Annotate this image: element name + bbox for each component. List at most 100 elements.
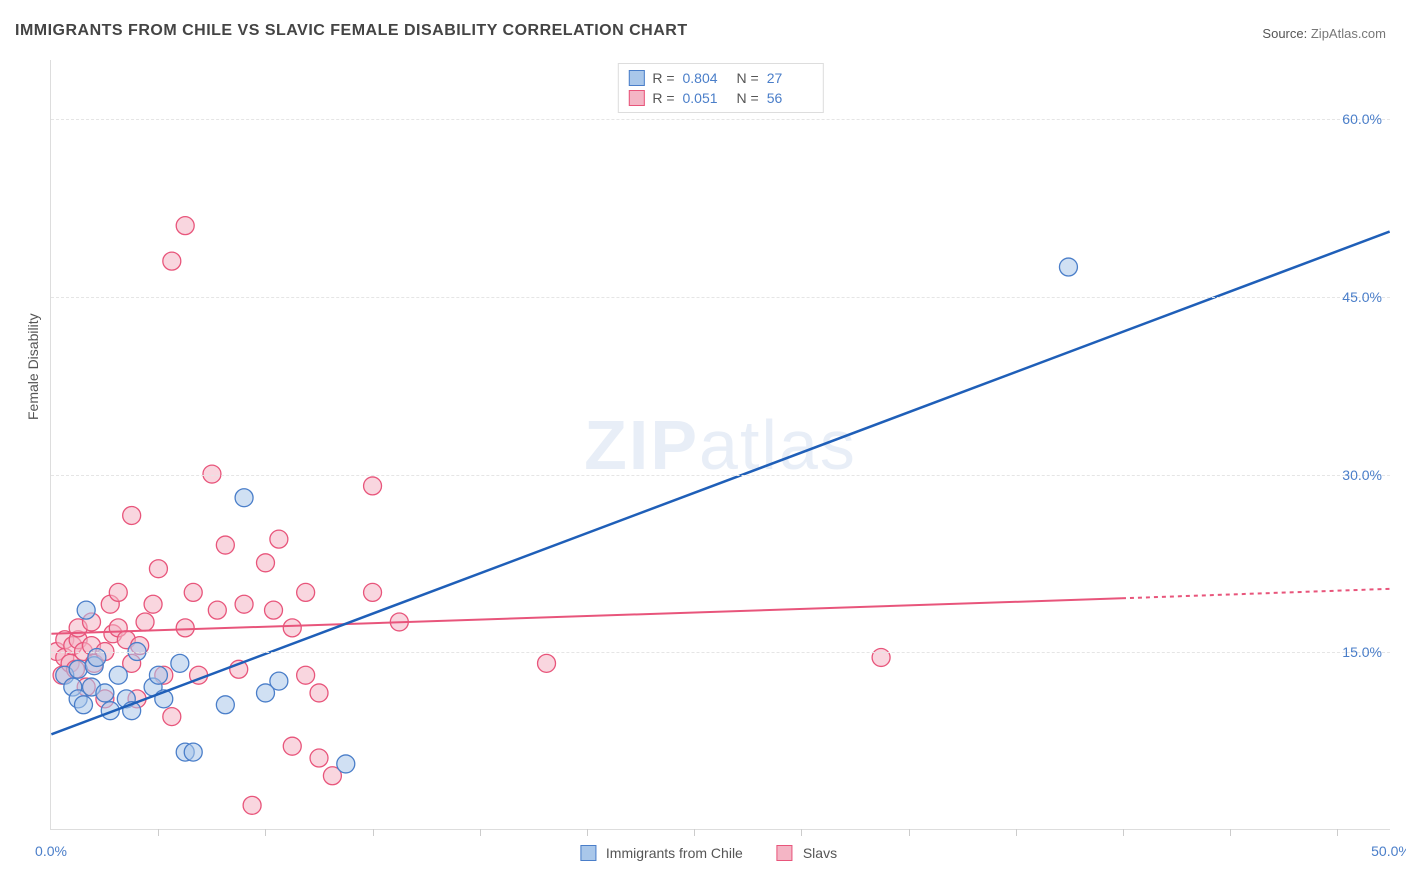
x-tick xyxy=(1230,829,1231,836)
x-tick xyxy=(1016,829,1017,836)
data-point xyxy=(257,684,275,702)
data-point xyxy=(323,767,341,785)
data-point xyxy=(101,595,119,613)
legend-swatch xyxy=(628,70,644,86)
data-point xyxy=(171,654,189,672)
data-point xyxy=(88,648,106,666)
legend-series-label: Immigrants from Chile xyxy=(606,845,743,861)
legend-series: Immigrants from ChileSlavs xyxy=(580,845,861,861)
data-point xyxy=(109,583,127,601)
data-point xyxy=(230,660,248,678)
legend-n-value: 56 xyxy=(767,90,813,106)
data-point xyxy=(270,530,288,548)
legend-r-value: 0.051 xyxy=(683,90,729,106)
data-point xyxy=(56,648,74,666)
data-point xyxy=(190,666,208,684)
x-tick xyxy=(373,829,374,836)
gridline xyxy=(51,652,1390,653)
y-tick-label: 15.0% xyxy=(1342,644,1382,660)
data-point xyxy=(136,613,154,631)
data-point xyxy=(109,619,127,637)
source-attribution: Source: ZipAtlas.com xyxy=(1262,26,1386,41)
data-point xyxy=(123,506,141,524)
data-point xyxy=(149,560,167,578)
data-point xyxy=(69,619,87,637)
data-point xyxy=(283,619,301,637)
data-point xyxy=(56,631,74,649)
data-point xyxy=(56,666,74,684)
x-tick xyxy=(265,829,266,836)
x-tick xyxy=(480,829,481,836)
y-axis-label: Female Disability xyxy=(25,313,41,420)
legend-n-label: N = xyxy=(737,90,759,106)
data-point xyxy=(69,690,87,708)
x-tick xyxy=(587,829,588,836)
data-point xyxy=(216,536,234,554)
data-point xyxy=(123,654,141,672)
data-point xyxy=(243,796,261,814)
data-point xyxy=(176,743,194,761)
data-point xyxy=(235,489,253,507)
data-point xyxy=(155,666,173,684)
data-point xyxy=(538,654,556,672)
gridline xyxy=(51,475,1390,476)
data-point xyxy=(128,690,146,708)
data-point xyxy=(64,678,82,696)
plot-svg xyxy=(51,60,1390,829)
data-point xyxy=(310,749,328,767)
legend-r-value: 0.804 xyxy=(683,70,729,86)
legend-swatch xyxy=(580,845,596,861)
data-point xyxy=(872,648,890,666)
plot-area: ZIPatlas R =0.804N =27R =0.051N =56 Immi… xyxy=(50,60,1390,830)
data-point xyxy=(297,583,315,601)
data-point xyxy=(297,666,315,684)
data-point xyxy=(163,708,181,726)
data-point xyxy=(163,252,181,270)
data-point xyxy=(69,660,87,678)
data-point xyxy=(310,684,328,702)
data-point xyxy=(208,601,226,619)
data-point xyxy=(184,583,202,601)
data-point xyxy=(104,625,122,643)
data-point xyxy=(257,554,275,572)
legend-n-label: N = xyxy=(737,70,759,86)
x-tick xyxy=(801,829,802,836)
data-point xyxy=(109,666,127,684)
x-tick-label: 0.0% xyxy=(35,843,67,859)
data-point xyxy=(155,690,173,708)
data-point xyxy=(85,654,103,672)
data-point xyxy=(83,678,101,696)
data-point xyxy=(235,595,253,613)
data-point xyxy=(364,477,382,495)
data-point xyxy=(101,702,119,720)
gridline xyxy=(51,119,1390,120)
data-point xyxy=(216,696,234,714)
data-point xyxy=(176,217,194,235)
data-point xyxy=(53,666,71,684)
x-tick-label: 50.0% xyxy=(1371,843,1406,859)
chart-title: IMMIGRANTS FROM CHILE VS SLAVIC FEMALE D… xyxy=(15,22,688,40)
x-tick xyxy=(1337,829,1338,836)
trend-line xyxy=(51,232,1389,735)
data-point xyxy=(77,678,95,696)
data-point xyxy=(66,660,84,678)
data-point xyxy=(176,619,194,637)
legend-r-label: R = xyxy=(652,90,674,106)
data-point xyxy=(337,755,355,773)
data-point xyxy=(96,684,114,702)
data-point xyxy=(144,678,162,696)
x-tick xyxy=(1123,829,1124,836)
y-tick-label: 30.0% xyxy=(1342,467,1382,483)
x-tick xyxy=(158,829,159,836)
data-point xyxy=(69,631,87,649)
trend-line xyxy=(51,598,1122,633)
data-point xyxy=(184,743,202,761)
legend-r-label: R = xyxy=(652,70,674,86)
data-point xyxy=(61,654,79,672)
source-label: Source: xyxy=(1262,26,1307,41)
data-point xyxy=(123,702,141,720)
data-point xyxy=(77,601,95,619)
data-point xyxy=(96,690,114,708)
data-point xyxy=(390,613,408,631)
watermark: ZIPatlas xyxy=(584,405,857,485)
